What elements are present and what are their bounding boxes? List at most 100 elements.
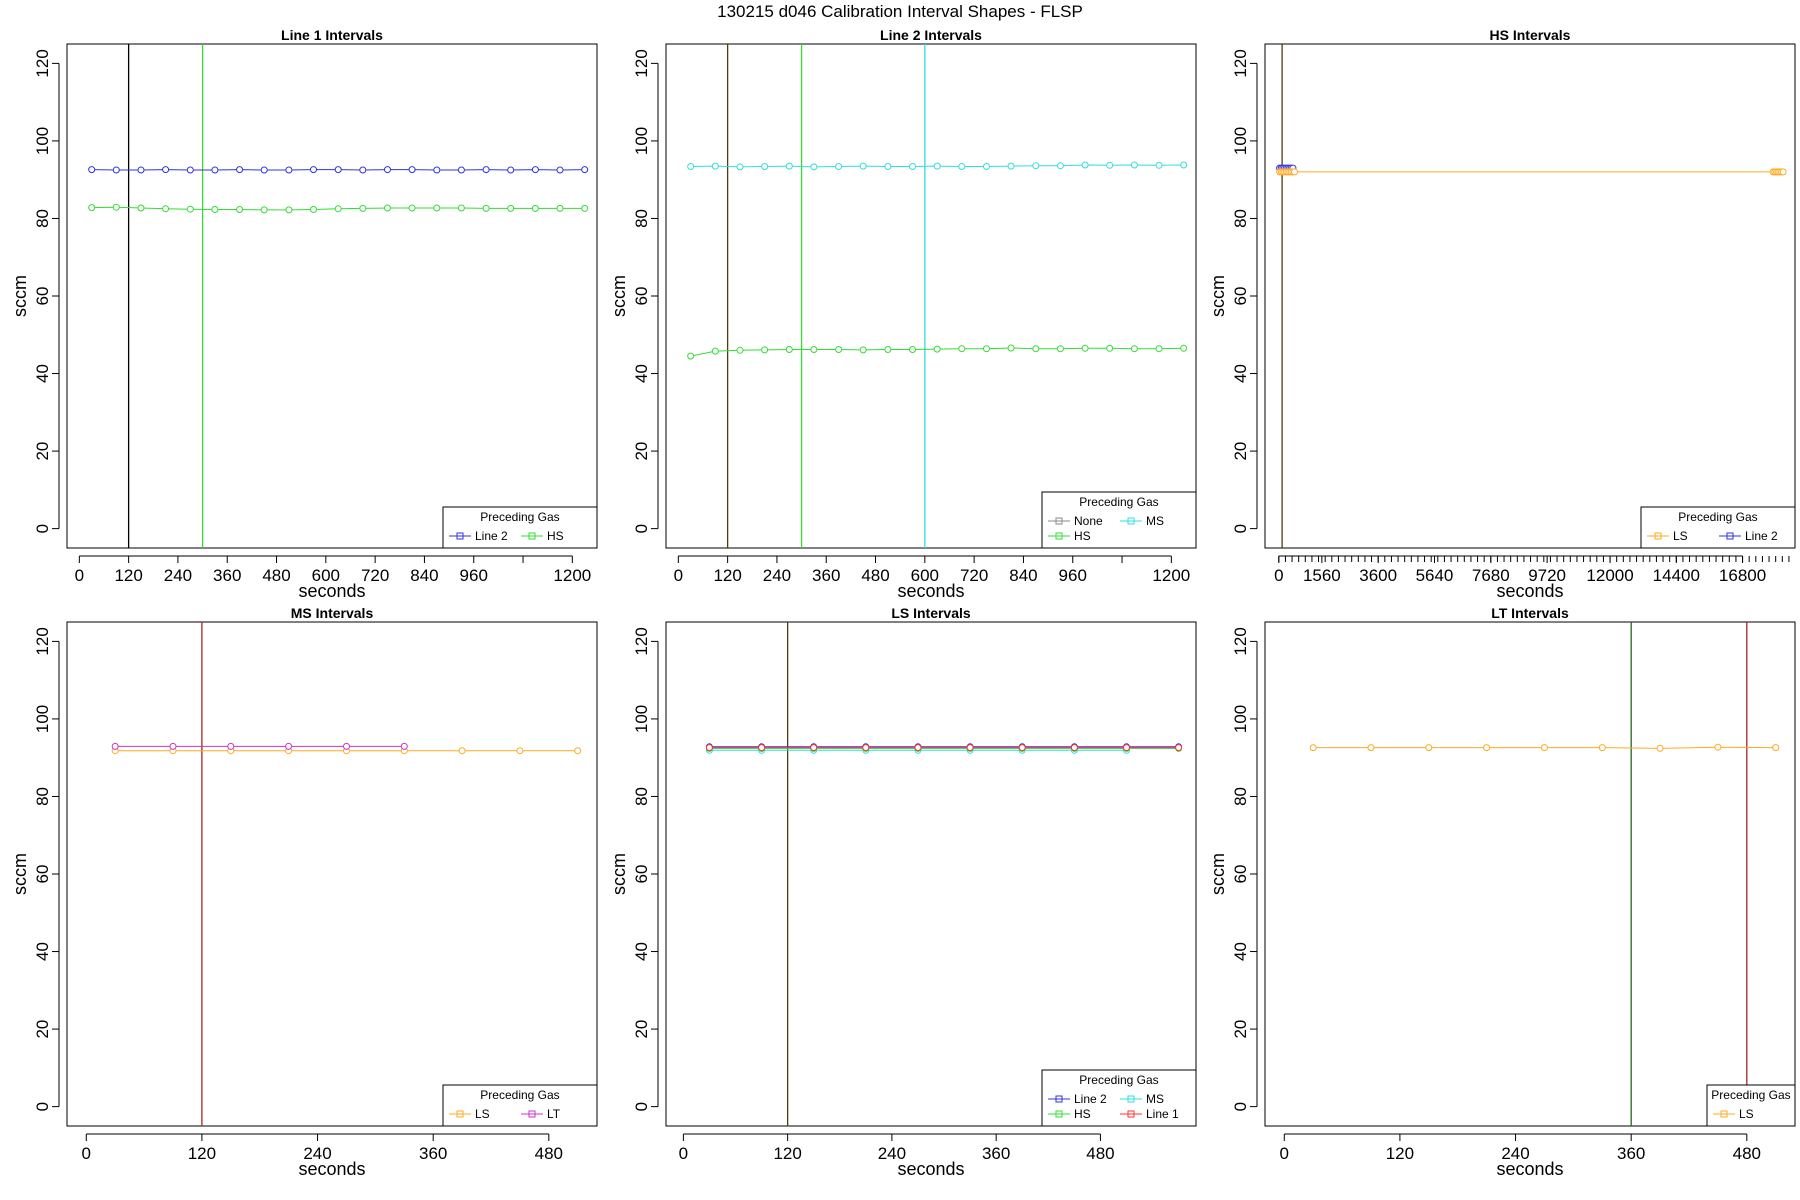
point-hs bbox=[236, 206, 244, 213]
point-hs bbox=[835, 346, 843, 353]
legend-label-hs-0: HS bbox=[547, 529, 564, 543]
x-tick-label: 120 bbox=[713, 566, 741, 585]
x-tick-label: 240 bbox=[1501, 1144, 1529, 1163]
point-line-2 bbox=[408, 166, 416, 174]
point-hs bbox=[810, 346, 818, 353]
x-tick-label: 480 bbox=[535, 1144, 563, 1163]
point-line-2 bbox=[334, 166, 342, 174]
point-line-2 bbox=[211, 166, 219, 174]
x-tick-label: 600 bbox=[312, 566, 340, 585]
x-tick-label: 240 bbox=[164, 566, 192, 585]
y-tick-label: 120 bbox=[33, 49, 52, 77]
point-line-2 bbox=[433, 166, 441, 174]
x-tick-label: 240 bbox=[763, 566, 791, 585]
plot-frame bbox=[665, 621, 1197, 1127]
y-axis-label: sccm bbox=[10, 275, 30, 317]
x-tick-label: 9720 bbox=[1528, 566, 1566, 585]
x-tick-label: 0 bbox=[1274, 566, 1283, 585]
point-line-2 bbox=[531, 166, 539, 174]
plot-frame bbox=[66, 621, 598, 1127]
plot-frame bbox=[1264, 43, 1796, 549]
point-ls bbox=[458, 747, 466, 755]
legend-marker-line-2-2 bbox=[1726, 532, 1734, 540]
point-line-2 bbox=[482, 166, 490, 174]
point-line-1 bbox=[758, 744, 766, 752]
x-tick-label: 240 bbox=[878, 1144, 906, 1163]
point-ls bbox=[1541, 744, 1548, 752]
point-hs bbox=[334, 205, 342, 213]
y-tick-label: 20 bbox=[33, 442, 52, 461]
point-line-2 bbox=[285, 166, 293, 174]
plot-frame bbox=[1264, 621, 1796, 1127]
legend-label-hs-4: HS bbox=[1074, 1107, 1091, 1121]
point-lt bbox=[169, 742, 177, 750]
legend-marker-line-2-4 bbox=[1055, 1095, 1063, 1103]
point-hs bbox=[1032, 345, 1040, 353]
point-line-1 bbox=[810, 744, 818, 752]
point-hs bbox=[408, 204, 416, 212]
point-hs bbox=[556, 204, 564, 212]
y-tick-label: 40 bbox=[33, 942, 52, 961]
legend-marker-none-1 bbox=[1055, 517, 1063, 525]
point-ls bbox=[1779, 168, 1787, 176]
y-axis-label: sccm bbox=[1208, 853, 1228, 895]
y-tick-label: 40 bbox=[632, 364, 651, 383]
point-ms bbox=[884, 163, 892, 170]
point-lt bbox=[343, 742, 350, 750]
x-tick-label: 12000 bbox=[1586, 566, 1633, 585]
y-tick-label: 60 bbox=[632, 287, 651, 306]
panel-hs-intervals: HS Intervals 0 1560 3600 5640 7680 9720 12000 14… bbox=[1208, 27, 1796, 601]
point-hs bbox=[933, 345, 941, 353]
point-hs bbox=[1155, 345, 1163, 353]
point-hs bbox=[482, 204, 490, 212]
point-ms bbox=[1032, 162, 1040, 170]
point-lt bbox=[227, 742, 235, 750]
y-tick-label: 80 bbox=[1231, 209, 1250, 228]
x-tick-label: 1200 bbox=[553, 566, 591, 585]
x-axis-label: seconds bbox=[897, 1159, 964, 1179]
point-line-2 bbox=[88, 166, 96, 174]
legend-label-lt-3: LT bbox=[547, 1107, 561, 1121]
point-ls bbox=[1714, 743, 1722, 751]
point-line-2 bbox=[260, 166, 268, 174]
x-tick-label: 360 bbox=[812, 566, 840, 585]
point-hs bbox=[711, 347, 719, 355]
legend-title-0: Preceding Gas bbox=[480, 510, 559, 524]
y-axis-label: sccm bbox=[609, 275, 629, 317]
y-tick-label: 100 bbox=[33, 705, 52, 733]
point-hs bbox=[1081, 344, 1089, 352]
point-hs bbox=[1056, 345, 1064, 353]
point-hs bbox=[1007, 344, 1015, 352]
panel-title: Line 2 Intervals bbox=[880, 27, 982, 43]
y-tick-label: 120 bbox=[1231, 49, 1250, 77]
point-line-1 bbox=[1123, 744, 1130, 752]
panel-lt-intervals: LT Intervals 0 120 240 360 480 seconds 0 20 40 60 8… bbox=[1208, 605, 1796, 1179]
x-tick-label: 0 bbox=[75, 566, 84, 585]
point-line-1 bbox=[914, 744, 922, 752]
point-line-1 bbox=[966, 744, 974, 752]
point-ms bbox=[1106, 161, 1114, 169]
x-tick-label: 840 bbox=[1009, 566, 1037, 585]
x-tick-label: 360 bbox=[419, 1144, 447, 1163]
y-tick-label: 100 bbox=[1231, 705, 1250, 733]
x-tick-label: 720 bbox=[960, 566, 988, 585]
x-tick-label: 240 bbox=[303, 1144, 331, 1163]
point-line-2 bbox=[186, 166, 194, 174]
x-axis-label: seconds bbox=[897, 581, 964, 601]
legend-label-ls-5: LS bbox=[1739, 1107, 1754, 1121]
legend-marker-ms-4 bbox=[1127, 1095, 1135, 1103]
x-tick-label: 360 bbox=[1617, 1144, 1645, 1163]
y-tick-label: 80 bbox=[33, 209, 52, 228]
point-line-2 bbox=[457, 166, 465, 174]
point-line-1 bbox=[705, 744, 713, 752]
legend-label-hs-1: HS bbox=[1074, 529, 1091, 543]
x-tick-label: 480 bbox=[1086, 1144, 1114, 1163]
x-tick-label: 720 bbox=[361, 566, 389, 585]
point-hs bbox=[884, 346, 892, 353]
point-ms bbox=[1081, 161, 1089, 169]
legend-title-3: Preceding Gas bbox=[480, 1088, 559, 1102]
x-tick-label: 0 bbox=[679, 1144, 688, 1163]
y-tick-label: 120 bbox=[1231, 627, 1250, 655]
y-tick-label: 0 bbox=[33, 524, 52, 533]
